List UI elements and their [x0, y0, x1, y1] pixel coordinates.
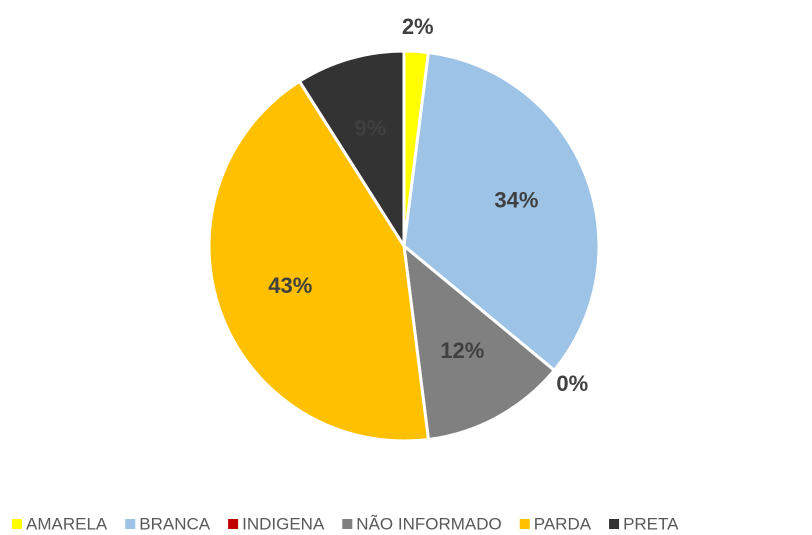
data-label: 0% [556, 371, 588, 396]
legend-label: AMARELA [26, 514, 108, 533]
legend-label: INDIGENA [242, 514, 325, 533]
data-label: 9% [354, 116, 386, 141]
legend-swatch [519, 519, 530, 529]
data-label: 43% [268, 273, 312, 298]
pie-slice [402, 51, 601, 372]
pie-slice [402, 244, 556, 441]
legend-swatch [228, 519, 239, 529]
legend-label: PRETA [623, 514, 679, 533]
pie-slice [207, 79, 430, 443]
pie-slice [298, 49, 406, 248]
legend-swatch [342, 519, 353, 529]
data-label: 34% [494, 187, 538, 212]
legend-swatch [12, 519, 22, 529]
data-label: 2% [402, 14, 434, 39]
legend-swatch [125, 519, 136, 529]
legend-swatch [609, 519, 620, 529]
legend-label: BRANCA [139, 514, 211, 533]
data-label: 12% [440, 338, 484, 363]
legend-label: PARDA [534, 514, 592, 533]
legend-label: NÃO INFORMADO [356, 514, 501, 533]
